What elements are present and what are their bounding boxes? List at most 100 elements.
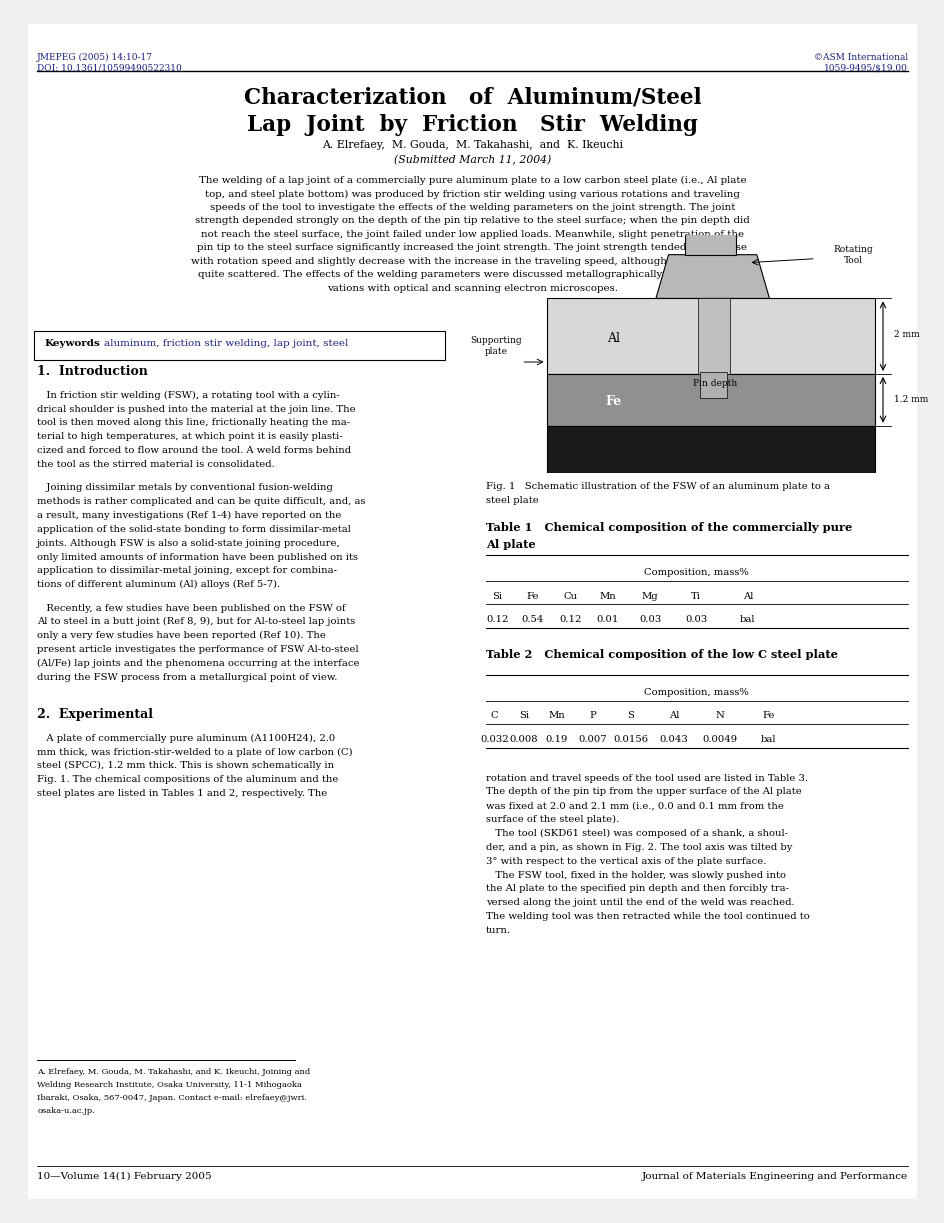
Text: Fig. 1. The chemical compositions of the aluminum and the: Fig. 1. The chemical compositions of the… (37, 775, 338, 784)
Text: speeds of the tool to investigate the effects of the welding parameters on the j: speeds of the tool to investigate the ef… (210, 203, 734, 212)
Text: der, and a pin, as shown in Fig. 2. The tool axis was tilted by: der, and a pin, as shown in Fig. 2. The … (485, 843, 791, 851)
Text: 3° with respect to the vertical axis of the plate surface.: 3° with respect to the vertical axis of … (485, 856, 766, 866)
Text: cized and forced to flow around the tool. A weld forms behind: cized and forced to flow around the tool… (37, 446, 351, 455)
Text: S: S (627, 712, 633, 720)
Text: Al to steel in a butt joint (Ref 8, 9), but for Al-to-steel lap joints: Al to steel in a butt joint (Ref 8, 9), … (37, 618, 355, 626)
Text: A plate of commercially pure aluminum (A1100H24), 2.0: A plate of commercially pure aluminum (A… (37, 734, 335, 742)
Text: 0.008: 0.008 (509, 735, 538, 744)
Text: Fe: Fe (761, 712, 774, 720)
Polygon shape (655, 254, 768, 298)
Text: drical shoulder is pushed into the material at the join line. The: drical shoulder is pushed into the mater… (37, 405, 356, 413)
Text: The depth of the pin tip from the upper surface of the Al plate: The depth of the pin tip from the upper … (485, 788, 801, 796)
Text: rotation and travel speeds of the tool used are listed in Table 3.: rotation and travel speeds of the tool u… (485, 773, 807, 783)
Text: bal: bal (760, 735, 775, 744)
Text: 0.03: 0.03 (638, 615, 661, 624)
Text: only limited amounts of information have been published on its: only limited amounts of information have… (37, 553, 358, 561)
Text: joints. Although FSW is also a solid-state joining procedure,: joints. Although FSW is also a solid-sta… (37, 538, 341, 548)
Text: versed along the joint until the end of the weld was reached.: versed along the joint until the end of … (485, 898, 794, 907)
Text: 0.01: 0.01 (596, 615, 618, 624)
Text: with rotation speed and slightly decrease with the increase in the traveling spe: with rotation speed and slightly decreas… (191, 257, 753, 265)
Text: Mn: Mn (598, 592, 615, 600)
Text: 2 mm: 2 mm (893, 330, 919, 339)
Text: 0.12: 0.12 (485, 615, 508, 624)
Text: pin tip to the steel surface significantly increased the joint strength. The joi: pin tip to the steel surface significant… (197, 243, 747, 252)
Text: Table 1   Chemical composition of the commercially pure: Table 1 Chemical composition of the comm… (485, 522, 851, 533)
Text: Composition, mass%: Composition, mass% (643, 687, 748, 697)
Bar (546, 374, 873, 426)
Text: 0.0156: 0.0156 (613, 735, 648, 744)
Bar (684, 227, 735, 254)
Text: methods is rather complicated and can be quite difficult, and, as: methods is rather complicated and can be… (37, 497, 365, 506)
Text: a result, many investigations (Ref 1-4) have reported on the: a result, many investigations (Ref 1-4) … (37, 511, 341, 520)
Text: Al: Al (607, 331, 619, 345)
Text: Welding Research Institute, Osaka University, 11-1 Mihogaoka: Welding Research Institute, Osaka Univer… (37, 1081, 302, 1090)
Text: 0.043: 0.043 (659, 735, 688, 744)
Bar (546, 298, 873, 374)
Text: Fig. 1   Schematic illustration of the FSW of an aluminum plate to a: Fig. 1 Schematic illustration of the FSW… (485, 482, 829, 492)
Text: 2.  Experimental: 2. Experimental (37, 708, 153, 720)
Text: Ti: Ti (691, 592, 700, 600)
Text: tool is then moved along this line, frictionally heating the ma-: tool is then moved along this line, fric… (37, 418, 350, 428)
Text: The welding of a lap joint of a commercially pure aluminum plate to a low carbon: The welding of a lap joint of a commerci… (198, 176, 746, 185)
Text: Recently, a few studies have been published on the FSW of: Recently, a few studies have been publis… (37, 603, 346, 613)
Text: Al: Al (742, 592, 752, 600)
Text: C: C (490, 712, 498, 720)
Text: Composition, mass%: Composition, mass% (643, 567, 748, 577)
Text: Keywords: Keywords (44, 339, 100, 347)
Text: tions of different aluminum (Al) alloys (Ref 5-7).: tions of different aluminum (Al) alloys … (37, 580, 280, 589)
Text: Fe: Fe (605, 395, 621, 408)
Text: Characterization   of  Aluminum/Steel: Characterization of Aluminum/Steel (244, 87, 700, 109)
Text: turn.: turn. (485, 926, 511, 934)
Text: the tool as the stirred material is consolidated.: the tool as the stirred material is cons… (37, 460, 275, 470)
Text: (Al/Fe) lap joints and the phenomena occurring at the interface: (Al/Fe) lap joints and the phenomena occ… (37, 659, 360, 668)
Text: aluminum, friction stir welding, lap joint, steel: aluminum, friction stir welding, lap joi… (104, 339, 347, 347)
Text: 1.  Introduction: 1. Introduction (37, 364, 148, 378)
Text: Pin depth: Pin depth (692, 379, 736, 389)
Text: 0.03: 0.03 (684, 615, 707, 624)
Text: 0.0049: 0.0049 (701, 735, 736, 744)
Text: A. Elrefaey, M. Gouda, M. Takahashi, and K. Ikeuchi, Joining and: A. Elrefaey, M. Gouda, M. Takahashi, and… (37, 1068, 311, 1076)
Text: JMEPEG (2005) 14:10-17: JMEPEG (2005) 14:10-17 (37, 53, 153, 62)
Text: 0.007: 0.007 (578, 735, 606, 744)
Bar (700, 372, 727, 397)
Text: present article investigates the performance of FSW Al-to-steel: present article investigates the perform… (37, 645, 359, 654)
Text: osaka-u.ac.jp.: osaka-u.ac.jp. (37, 1107, 95, 1115)
Text: only a very few studies have been reported (Ref 10). The: only a very few studies have been report… (37, 631, 326, 641)
Text: 0.19: 0.19 (545, 735, 567, 744)
Text: A. Elrefaey,  M. Gouda,  M. Takahashi,  and  K. Ikeuchi: A. Elrefaey, M. Gouda, M. Takahashi, and… (322, 139, 622, 149)
Text: was fixed at 2.0 and 2.1 mm (i.e., 0.0 and 0.1 mm from the: was fixed at 2.0 and 2.1 mm (i.e., 0.0 a… (485, 801, 783, 810)
Text: DOI: 10.1361/10599490522310: DOI: 10.1361/10599490522310 (37, 64, 182, 72)
FancyBboxPatch shape (34, 331, 445, 361)
Text: 10—Volume 14(1) February 2005: 10—Volume 14(1) February 2005 (37, 1172, 211, 1180)
Text: steel plate: steel plate (485, 497, 538, 505)
Text: Al plate: Al plate (485, 538, 535, 549)
Text: Table 2   Chemical composition of the low C steel plate: Table 2 Chemical composition of the low … (485, 649, 836, 660)
Text: the Al plate to the specified pin depth and then forcibly tra-: the Al plate to the specified pin depth … (485, 884, 788, 893)
Bar (698, 298, 729, 374)
Text: steel (SPCC), 1.2 mm thick. This is shown schematically in: steel (SPCC), 1.2 mm thick. This is show… (37, 761, 334, 770)
Text: 0.12: 0.12 (559, 615, 581, 624)
Text: steel plates are listed in Tables 1 and 2, respectively. The: steel plates are listed in Tables 1 and … (37, 789, 328, 799)
Text: application to dissimilar-metal joining, except for combina-: application to dissimilar-metal joining,… (37, 566, 337, 575)
Text: The welding tool was then retracted while the tool continued to: The welding tool was then retracted whil… (485, 912, 809, 921)
Bar (546, 426, 873, 473)
Text: mm thick, was friction-stir-welded to a plate of low carbon (C): mm thick, was friction-stir-welded to a … (37, 747, 352, 757)
Text: surface of the steel plate).: surface of the steel plate). (485, 815, 618, 824)
Text: during the FSW process from a metallurgical point of view.: during the FSW process from a metallurgi… (37, 673, 337, 681)
Text: Supporting
plate: Supporting plate (470, 336, 521, 356)
Text: The tool (SKD61 steel) was composed of a shank, a shoul-: The tool (SKD61 steel) was composed of a… (485, 829, 787, 838)
Text: bal: bal (739, 615, 755, 624)
Text: vations with optical and scanning electron microscopes.: vations with optical and scanning electr… (327, 284, 617, 294)
Text: 1059-9495/$19.00: 1059-9495/$19.00 (823, 64, 907, 72)
Text: In friction stir welding (FSW), a rotating tool with a cylin-: In friction stir welding (FSW), a rotati… (37, 391, 340, 400)
Text: ©ASM International: ©ASM International (813, 53, 907, 61)
Text: 1.2 mm: 1.2 mm (893, 395, 927, 405)
Text: Joining dissimilar metals by conventional fusion-welding: Joining dissimilar metals by conventiona… (37, 483, 332, 493)
Text: Si: Si (518, 712, 529, 720)
Text: quite scattered. The effects of the welding parameters were discussed metallogra: quite scattered. The effects of the weld… (197, 270, 747, 279)
Text: Mg: Mg (641, 592, 658, 600)
Text: 0.032: 0.032 (480, 735, 509, 744)
Text: Rotating
Tool: Rotating Tool (833, 245, 872, 264)
Text: The FSW tool, fixed in the holder, was slowly pushed into: The FSW tool, fixed in the holder, was s… (485, 871, 785, 879)
Text: Fe: Fe (526, 592, 539, 600)
